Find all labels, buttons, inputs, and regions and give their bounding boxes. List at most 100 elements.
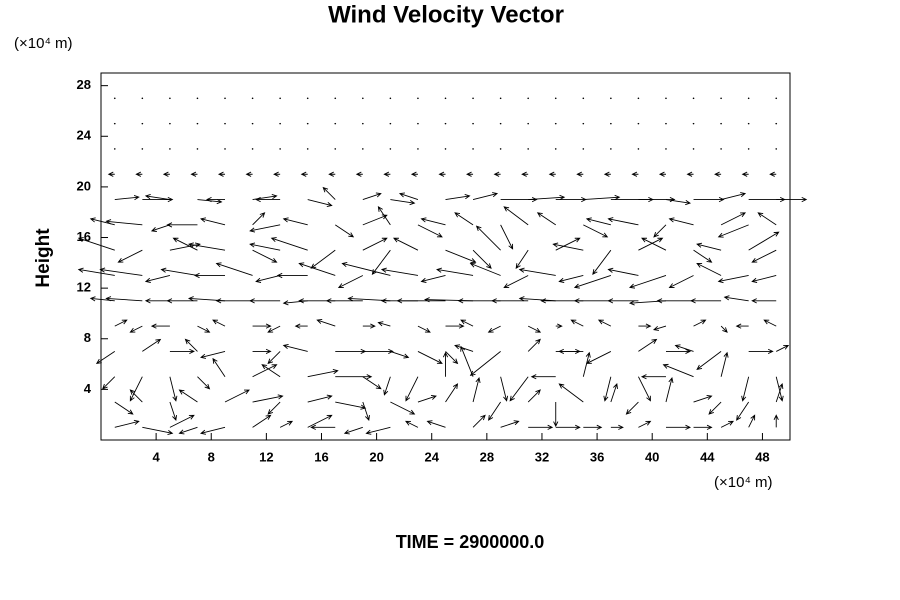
wind-vector bbox=[555, 237, 581, 251]
wind-vector bbox=[166, 222, 198, 228]
wind-vector bbox=[708, 401, 722, 415]
wind-vector bbox=[150, 224, 171, 232]
y-tick-label: 28 bbox=[77, 77, 91, 92]
x-tick-label: 24 bbox=[424, 449, 439, 464]
wind-vector bbox=[362, 323, 376, 329]
plot-frame bbox=[100, 72, 791, 441]
vector-dot bbox=[692, 122, 695, 125]
y-axis-label: Height bbox=[33, 228, 54, 288]
wind-vector bbox=[322, 186, 336, 200]
wind-vector bbox=[362, 237, 388, 251]
vector-dot bbox=[720, 97, 722, 100]
wind-vector bbox=[518, 267, 556, 276]
wind-vector bbox=[252, 323, 272, 329]
wind-vector bbox=[255, 275, 281, 283]
wind-vector bbox=[488, 401, 501, 421]
wind-vector bbox=[77, 237, 115, 251]
vector-dot bbox=[747, 148, 750, 150]
vector-dot bbox=[665, 122, 667, 125]
wind-vector bbox=[212, 357, 226, 377]
wind-vector bbox=[310, 249, 336, 269]
vector-dot bbox=[279, 148, 281, 150]
x-tick-label: 16 bbox=[314, 449, 328, 464]
wind-vector bbox=[472, 377, 481, 403]
wind-vector bbox=[267, 325, 281, 333]
wind-vector bbox=[107, 171, 115, 177]
wind-vector bbox=[503, 275, 529, 288]
wind-vector bbox=[555, 323, 563, 329]
wind-vector bbox=[273, 171, 281, 177]
wind-vector bbox=[469, 262, 501, 276]
vector-dot bbox=[417, 97, 419, 100]
wind-vector bbox=[307, 394, 333, 403]
vector-dot bbox=[389, 148, 392, 150]
vector-dot bbox=[251, 148, 254, 150]
wind-vector bbox=[184, 338, 198, 352]
wind-vector bbox=[114, 195, 140, 201]
wind-vector bbox=[169, 376, 178, 402]
wind-vector bbox=[696, 263, 722, 276]
wind-vector bbox=[475, 225, 501, 251]
wind-vector bbox=[187, 242, 226, 251]
wind-vector bbox=[438, 171, 446, 177]
vector-dot bbox=[582, 122, 585, 125]
wind-vector bbox=[362, 401, 370, 422]
wind-vector bbox=[144, 298, 170, 304]
wind-vector bbox=[472, 249, 492, 269]
wind-vector bbox=[105, 219, 143, 226]
vector-dot bbox=[720, 122, 722, 125]
wind-vector bbox=[117, 249, 143, 263]
x-tick-label: 32 bbox=[535, 449, 549, 464]
time-annotation: TIME = 2900000.0 bbox=[396, 532, 545, 552]
vector-dot bbox=[554, 122, 557, 125]
wind-vector bbox=[197, 376, 211, 390]
vector-dot bbox=[169, 122, 171, 125]
vector-dot bbox=[775, 148, 778, 150]
wind-vector bbox=[162, 171, 170, 177]
wind-vector bbox=[735, 323, 749, 329]
wind-vector bbox=[300, 171, 308, 177]
vector-dot bbox=[362, 97, 364, 100]
x-tick-label: 28 bbox=[480, 449, 494, 464]
wind-vector bbox=[343, 426, 363, 435]
wind-vector bbox=[426, 420, 446, 428]
wind-vector bbox=[252, 348, 272, 354]
wind-vector bbox=[720, 325, 728, 333]
wind-vector bbox=[693, 196, 725, 203]
vector-dot bbox=[610, 148, 612, 150]
vector-dot bbox=[306, 148, 309, 150]
wind-vector bbox=[528, 424, 554, 430]
wind-vector bbox=[553, 402, 559, 428]
wind-vector bbox=[585, 351, 612, 364]
wind-vector bbox=[454, 344, 474, 352]
wind-vector bbox=[335, 224, 355, 238]
wind-vector bbox=[652, 325, 667, 331]
vector-dot bbox=[306, 97, 309, 100]
wind-vector bbox=[472, 192, 499, 200]
wind-vector bbox=[169, 348, 195, 354]
wind-vector bbox=[142, 426, 174, 436]
wind-vector bbox=[769, 171, 777, 177]
vector-dot bbox=[444, 97, 447, 100]
wind-vector bbox=[757, 212, 777, 226]
wind-vector bbox=[638, 376, 651, 402]
wind-vector bbox=[212, 319, 226, 327]
vector-dot bbox=[720, 148, 722, 150]
wind-vector bbox=[193, 272, 226, 279]
wind-vector bbox=[638, 237, 664, 251]
vector-dot bbox=[582, 148, 585, 150]
y-tick-label: 8 bbox=[84, 330, 91, 345]
wind-vector bbox=[625, 401, 639, 415]
wind-vector bbox=[129, 325, 143, 333]
wind-vector bbox=[355, 171, 363, 177]
wind-vector bbox=[536, 212, 556, 226]
wind-vector bbox=[487, 325, 501, 333]
vector-dot bbox=[692, 148, 695, 150]
vector-dot bbox=[665, 97, 667, 100]
wind-vector bbox=[558, 275, 584, 283]
wind-vector bbox=[325, 298, 363, 304]
wind-vector bbox=[638, 323, 652, 329]
wind-vector bbox=[102, 376, 116, 390]
wind-vector bbox=[89, 217, 115, 226]
wind-vector bbox=[585, 217, 611, 226]
